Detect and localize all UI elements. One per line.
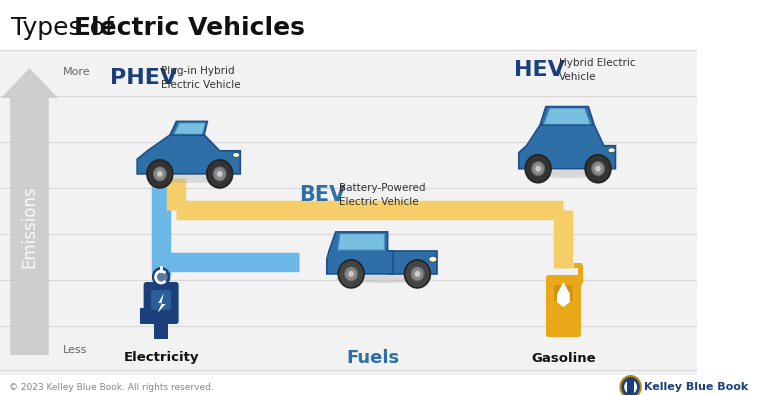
Bar xyxy=(578,265,583,283)
Bar xyxy=(576,280,582,285)
FancyBboxPatch shape xyxy=(151,290,171,310)
Circle shape xyxy=(157,171,163,177)
Ellipse shape xyxy=(608,148,615,153)
FancyBboxPatch shape xyxy=(140,308,148,324)
Circle shape xyxy=(592,162,605,176)
Polygon shape xyxy=(137,135,240,174)
Text: Electricity: Electricity xyxy=(123,352,199,365)
Circle shape xyxy=(621,376,640,395)
Bar xyxy=(575,263,582,268)
Polygon shape xyxy=(544,109,590,124)
Text: HEV: HEV xyxy=(514,60,565,80)
Circle shape xyxy=(207,160,232,188)
Circle shape xyxy=(217,171,223,177)
Polygon shape xyxy=(557,282,570,307)
Polygon shape xyxy=(170,121,207,135)
Text: PHEV: PHEV xyxy=(111,68,178,88)
Circle shape xyxy=(585,155,611,183)
Bar xyxy=(0,50,697,380)
Text: © 2023 Kelley Blue Book. All rights reserved.: © 2023 Kelley Blue Book. All rights rese… xyxy=(9,382,214,391)
Polygon shape xyxy=(327,232,393,274)
Polygon shape xyxy=(627,391,634,394)
Circle shape xyxy=(595,166,601,172)
Ellipse shape xyxy=(147,175,235,183)
Circle shape xyxy=(154,270,167,284)
Bar xyxy=(0,375,697,395)
Circle shape xyxy=(404,260,430,288)
Bar xyxy=(627,380,634,394)
Bar xyxy=(0,0,697,50)
Circle shape xyxy=(525,155,551,183)
Circle shape xyxy=(213,167,226,181)
Circle shape xyxy=(338,260,364,288)
Text: Fuels: Fuels xyxy=(346,349,400,367)
Text: More: More xyxy=(63,67,90,77)
Text: Hybrid Electric
Vehicle: Hybrid Electric Vehicle xyxy=(559,58,635,82)
Circle shape xyxy=(147,160,173,188)
Polygon shape xyxy=(157,293,166,313)
Circle shape xyxy=(535,166,540,172)
Circle shape xyxy=(152,267,170,287)
Text: Kelley Blue Book: Kelley Blue Book xyxy=(644,382,749,392)
Text: Battery-Powered
Electric Vehicle: Battery-Powered Electric Vehicle xyxy=(339,183,425,207)
Polygon shape xyxy=(338,234,385,250)
Ellipse shape xyxy=(428,256,437,262)
Circle shape xyxy=(625,380,637,394)
Text: Emissions: Emissions xyxy=(20,185,39,268)
Circle shape xyxy=(154,167,167,181)
FancyBboxPatch shape xyxy=(154,317,169,339)
Circle shape xyxy=(411,267,424,281)
Polygon shape xyxy=(540,107,594,125)
Polygon shape xyxy=(388,251,438,274)
Text: Electric Vehicles: Electric Vehicles xyxy=(73,16,304,40)
Circle shape xyxy=(344,267,357,281)
FancyBboxPatch shape xyxy=(546,275,581,337)
Circle shape xyxy=(348,271,354,277)
Text: Less: Less xyxy=(63,345,87,355)
Polygon shape xyxy=(519,125,615,169)
Text: Plug-in Hybrid
Electric Vehicle: Plug-in Hybrid Electric Vehicle xyxy=(161,66,241,90)
Polygon shape xyxy=(174,123,205,134)
FancyBboxPatch shape xyxy=(144,282,179,324)
Text: Gasoline: Gasoline xyxy=(531,352,596,365)
Ellipse shape xyxy=(529,170,609,178)
Text: Types of: Types of xyxy=(11,16,122,40)
Ellipse shape xyxy=(232,152,240,158)
Circle shape xyxy=(415,271,420,277)
Text: BEV: BEV xyxy=(299,185,345,205)
Polygon shape xyxy=(1,68,58,355)
Circle shape xyxy=(531,162,544,176)
FancyBboxPatch shape xyxy=(554,285,572,301)
Ellipse shape xyxy=(335,275,432,283)
